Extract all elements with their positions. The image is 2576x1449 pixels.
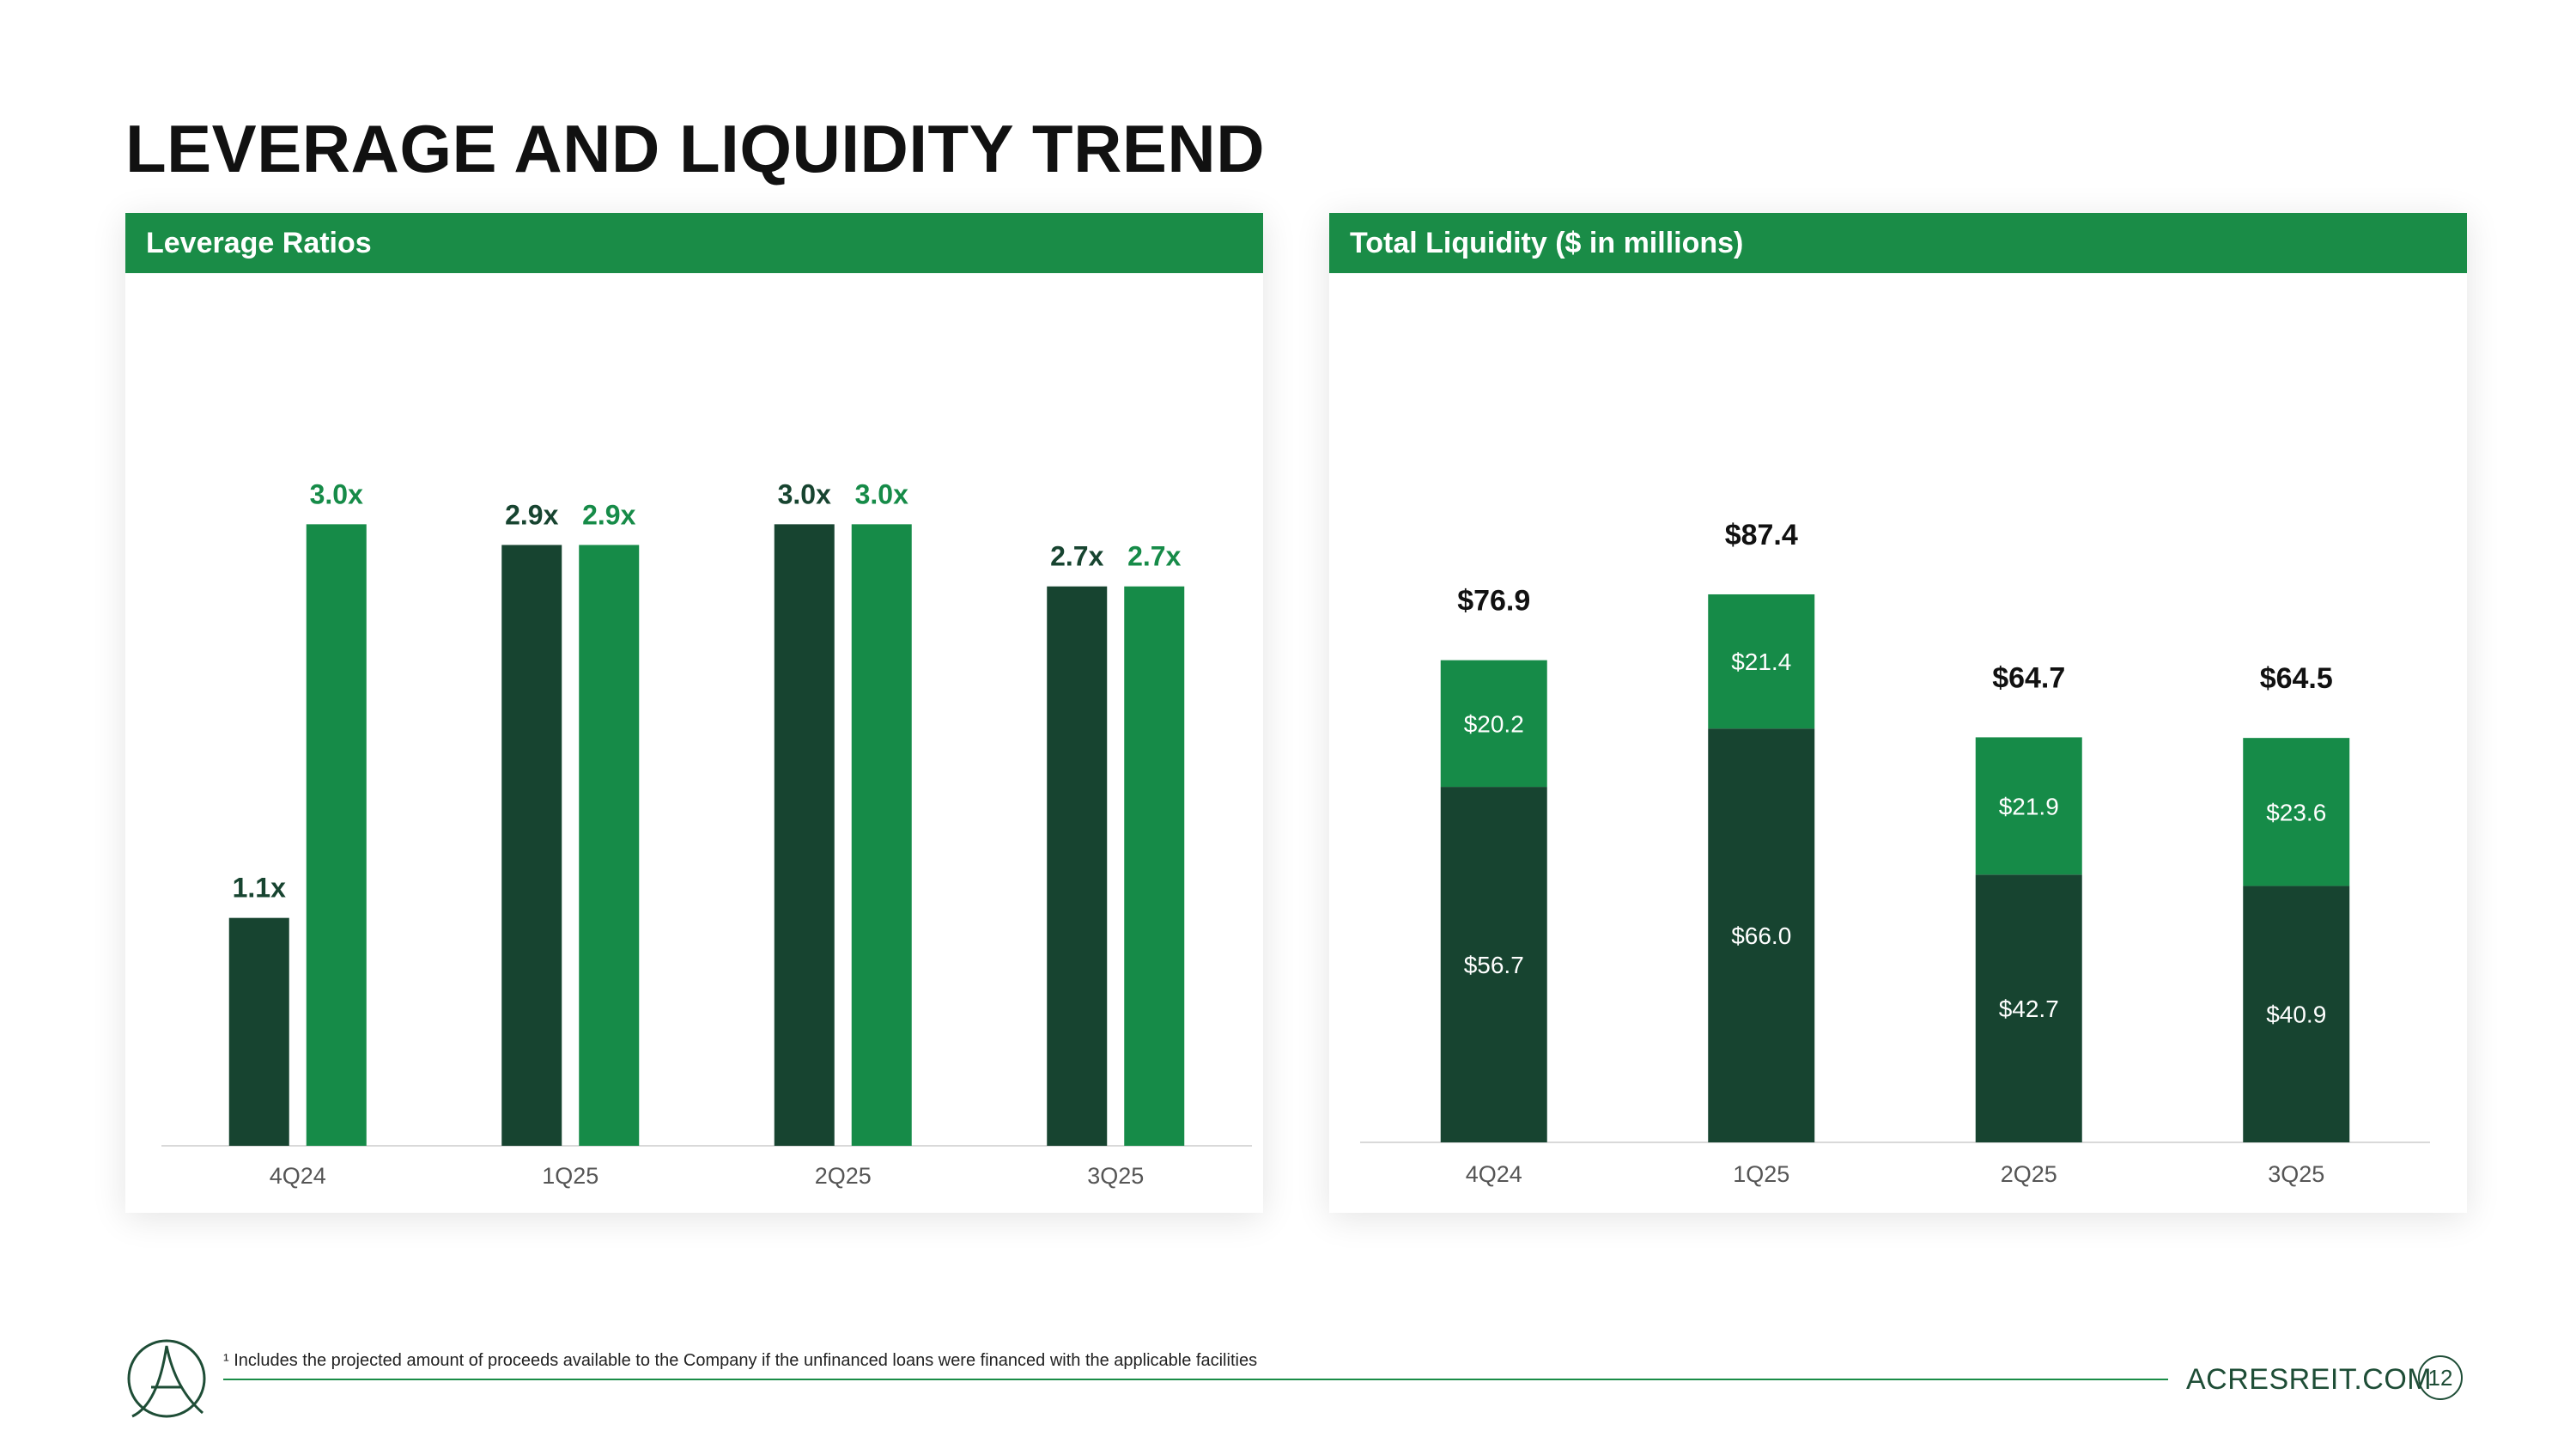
bar-segment-cash-3Q25 [2243, 886, 2350, 1142]
data-label-recourse-2Q25: 3.0x [778, 478, 831, 509]
bar-segment-proceeds-2Q25 [1975, 737, 2082, 875]
leverage-ratios-chart: 1.1x 3.0x 4Q24 2.9x 2.9x 1Q25 3.0x 3.0x 2Q25 2.7x… [161, 478, 1252, 1189]
x-tick-label: 1Q25 [1733, 1161, 1789, 1187]
bar-recourse-3Q25 [1047, 586, 1108, 1146]
data-label-recourse-4Q24: 1.1x [233, 873, 286, 904]
total-liquidity-header: Total Liquidity ($ in millions) [1329, 213, 2467, 273]
data-label-cash-1Q25: $66.0 [1731, 922, 1791, 949]
bar-recourse-4Q24 [228, 917, 289, 1146]
website-link[interactable]: ACRESREIT.COM [2186, 1363, 2433, 1396]
data-label-total-1Q25: 2.9x [582, 499, 635, 530]
x-tick-label: 4Q24 [270, 1163, 326, 1189]
total-label-1Q25: $87.4 [1725, 519, 1798, 551]
data-label-cash-4Q24: $56.7 [1464, 952, 1524, 978]
data-label-cash-2Q25: $42.7 [1999, 995, 2059, 1022]
data-label-proceeds-3Q25: $23.6 [2266, 799, 2326, 825]
bar-segment-cash-4Q24 [1440, 787, 1547, 1142]
data-label-recourse-1Q25: 2.9x [505, 499, 558, 530]
bar-total-1Q25 [579, 545, 640, 1146]
bar-segment-proceeds-1Q25 [1708, 594, 1815, 729]
data-label-proceeds-1Q25: $21.4 [1731, 648, 1791, 675]
page-number: 12 [2418, 1355, 2463, 1400]
bar-segment-cash-1Q25 [1708, 728, 1815, 1142]
bar-total-2Q25 [851, 524, 912, 1146]
acres-logo [127, 1339, 206, 1418]
total-label-4Q24: $76.9 [1457, 585, 1530, 618]
x-tick-label: 3Q25 [1087, 1163, 1144, 1189]
x-tick-label: 1Q25 [542, 1163, 598, 1189]
bar-segment-proceeds-3Q25 [2243, 738, 2350, 886]
legend-label-proceeds: CRE Term and Senior Secured Facilities E… [1672, 1211, 2296, 1213]
legend-label-cash: Unrestricted Cash [1495, 1211, 1646, 1213]
bar-segment-proceeds-4Q24 [1440, 660, 1547, 788]
leverage-ratios-panel: Leverage Ratios 1.1x 3.0x 4Q24 2.9x 2.9x 1Q25… [125, 213, 1263, 1213]
leverage-ratios-header: Leverage Ratios [125, 213, 1263, 273]
data-label-total-2Q25: 3.0x [855, 478, 908, 509]
data-label-proceeds-4Q24: $20.2 [1464, 710, 1524, 737]
data-label-recourse-3Q25: 2.7x [1050, 541, 1103, 572]
bar-total-4Q24 [306, 524, 367, 1146]
total-liquidity-chart: $56.7 $20.2 $76.9 4Q24 $66.0 $21.4 $87.4 1Q25 $4… [1360, 519, 2430, 1213]
total-label-3Q25: $64.5 [2260, 662, 2333, 695]
x-tick-label: 2Q25 [2001, 1161, 2057, 1187]
data-label-proceeds-2Q25: $21.9 [1999, 793, 2059, 819]
page-title: LEVERAGE AND LIQUIDITY TREND [125, 111, 1266, 186]
x-tick-label: 2Q25 [815, 1163, 872, 1189]
data-label-total-3Q25: 2.7x [1127, 541, 1181, 572]
data-label-cash-3Q25: $40.9 [2266, 1002, 2326, 1028]
bar-segment-cash-2Q25 [1975, 874, 2082, 1142]
footnote: ¹ Includes the projected amount of proce… [223, 1351, 1258, 1370]
bar-total-3Q25 [1124, 586, 1185, 1146]
bar-recourse-2Q25 [774, 524, 835, 1146]
total-liquidity-panel: Total Liquidity ($ in millions) $56.7 $20… [1329, 213, 2467, 1213]
total-label-2Q25: $64.7 [1992, 661, 2065, 694]
footer-divider [223, 1379, 2168, 1380]
bar-recourse-1Q25 [501, 545, 562, 1146]
x-tick-label: 3Q25 [2268, 1161, 2324, 1187]
x-tick-label: 4Q24 [1466, 1161, 1522, 1187]
data-label-total-4Q24: 3.0x [310, 478, 363, 509]
